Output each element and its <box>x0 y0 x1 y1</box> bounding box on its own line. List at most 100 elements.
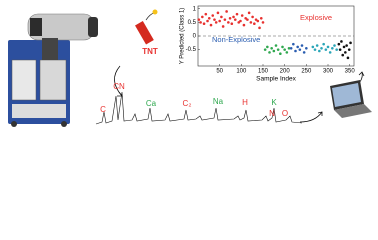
point <box>201 15 204 19</box>
figure: TNT C CN Ca C₂ Na H KN O 50 100 150 200 250 300 350 -0… <box>8 5 372 127</box>
point <box>235 12 239 16</box>
point <box>315 44 319 47</box>
point <box>322 42 325 46</box>
point <box>266 45 269 49</box>
x-tick-label: 300 <box>323 69 334 75</box>
point <box>279 52 282 56</box>
point <box>218 19 221 23</box>
point <box>337 42 341 46</box>
y-tick-label: -0.5 <box>186 47 197 53</box>
point <box>220 15 223 19</box>
point <box>347 48 351 51</box>
point <box>221 25 225 28</box>
x-tick-label: 100 <box>236 69 247 75</box>
point <box>287 46 291 50</box>
dynamite-icon <box>135 9 158 45</box>
element-label: N <box>269 109 275 118</box>
point <box>227 21 230 24</box>
point <box>296 45 299 49</box>
point <box>209 23 213 27</box>
point <box>292 42 295 46</box>
point <box>349 41 352 45</box>
point <box>281 45 284 49</box>
element-labels: C CN Ca C₂ Na H KN O <box>100 82 288 118</box>
point <box>233 18 237 21</box>
point <box>340 40 343 43</box>
x-tick-label: 200 <box>280 69 291 75</box>
element-label: Ca <box>146 99 157 108</box>
point <box>320 46 323 50</box>
point <box>263 48 267 51</box>
point <box>326 45 330 49</box>
point <box>345 44 348 47</box>
y-tick-label: 0 <box>193 34 197 40</box>
point <box>261 21 265 24</box>
point <box>230 22 234 26</box>
laptop-icon <box>330 80 372 118</box>
point <box>207 16 211 20</box>
point <box>298 48 302 51</box>
point <box>272 49 276 53</box>
element-label: Na <box>213 97 224 106</box>
point <box>256 19 260 23</box>
point <box>318 49 321 53</box>
element-label: K <box>271 98 277 107</box>
element-label: C <box>100 105 106 114</box>
element-label: O <box>282 109 288 118</box>
point <box>206 19 209 23</box>
point <box>211 14 215 17</box>
point <box>199 21 202 24</box>
point <box>251 15 254 19</box>
point <box>249 21 253 24</box>
point <box>259 16 263 20</box>
point <box>270 46 273 50</box>
point <box>276 48 280 51</box>
x-tick-label: 350 <box>345 69 356 75</box>
annotation: Explosive <box>300 13 332 22</box>
point <box>258 26 261 30</box>
point <box>302 51 306 54</box>
point <box>232 15 235 19</box>
element-label: H <box>242 98 248 107</box>
point <box>268 51 271 54</box>
point <box>305 46 308 50</box>
point <box>294 49 297 53</box>
point <box>344 51 347 54</box>
point <box>202 22 206 26</box>
x-tick-label: 150 <box>258 69 269 75</box>
point <box>289 46 293 50</box>
spectrum <box>95 91 303 125</box>
point <box>216 11 220 15</box>
point <box>242 23 246 27</box>
x-tick-label: 50 <box>216 69 223 75</box>
point <box>274 44 278 47</box>
point <box>223 18 227 21</box>
point <box>346 56 350 60</box>
tnt-label: TNT <box>142 47 158 56</box>
x-tick-label: 250 <box>301 69 312 75</box>
point <box>239 19 242 23</box>
point <box>225 10 228 13</box>
point <box>247 11 251 15</box>
point <box>197 18 201 21</box>
point <box>328 51 332 54</box>
y-axis-label: Y Predicted (Class 1) <box>180 8 186 65</box>
point <box>253 22 256 26</box>
instrument <box>8 13 98 127</box>
point <box>338 48 342 51</box>
element-label: CN <box>113 82 125 91</box>
point <box>300 44 304 47</box>
point <box>285 51 289 54</box>
point <box>324 48 328 51</box>
y-tick-label: 0.5 <box>188 20 197 26</box>
point <box>214 21 218 24</box>
element-label: C₂ <box>183 99 192 108</box>
y-tick-label: 1 <box>193 6 197 12</box>
point <box>331 46 334 50</box>
point <box>311 45 315 49</box>
point <box>246 18 249 21</box>
x-axis-label: Sample Index <box>256 76 296 83</box>
point <box>313 48 317 51</box>
point <box>333 44 336 47</box>
point <box>228 16 232 20</box>
